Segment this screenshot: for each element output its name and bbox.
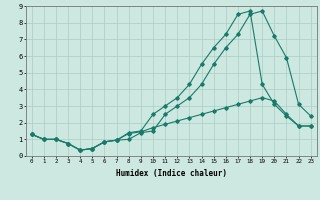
- X-axis label: Humidex (Indice chaleur): Humidex (Indice chaleur): [116, 169, 227, 178]
